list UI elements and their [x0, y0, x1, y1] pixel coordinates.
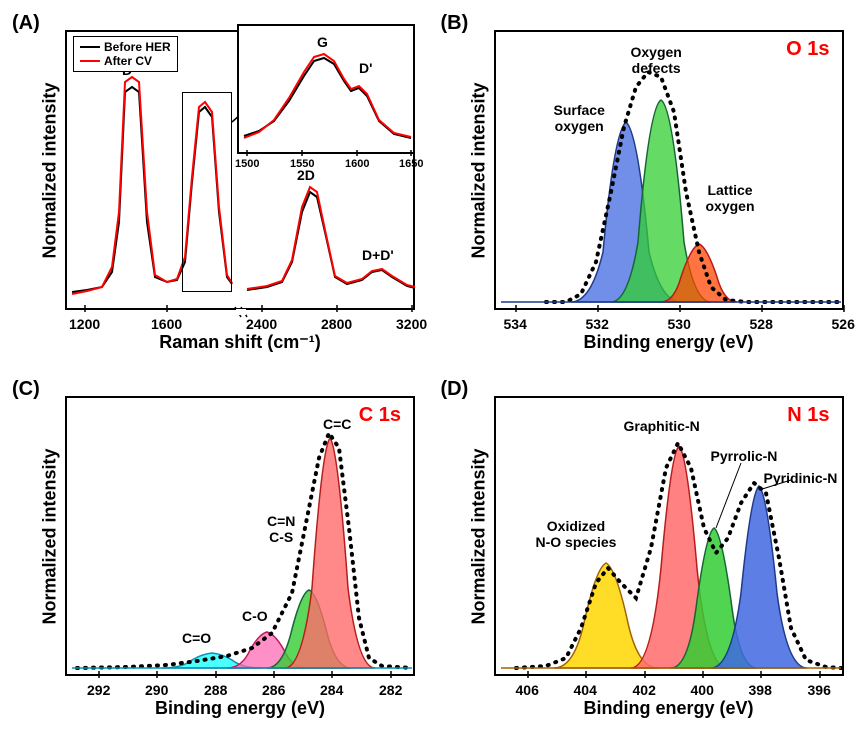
envelope-dotted	[77, 433, 412, 668]
panel-letter: (A)	[12, 12, 40, 35]
tick-label: 282	[379, 682, 402, 698]
tick-label: 2800	[321, 316, 352, 332]
tick-label: 534	[504, 316, 527, 332]
y-axis-label: Normalized intensity	[40, 437, 61, 637]
panel-title: N 1s	[787, 404, 829, 427]
c-o-single-label: C-O	[242, 608, 268, 624]
tick-label: 2400	[246, 316, 277, 332]
x-axis-label: Binding energy (eV)	[494, 332, 844, 353]
c-n-s-label: C=NC-S	[267, 513, 295, 545]
xps-c1s-svg	[67, 398, 417, 678]
panel-c: (C) Normalized intensity C 1s	[10, 376, 429, 732]
c-c-label: C=C	[323, 416, 351, 432]
tick-label: 292	[87, 682, 110, 698]
panel-d: (D) Normalized intensity N 1s	[439, 376, 858, 732]
tick-label: 402	[633, 682, 656, 698]
tick-label: 284	[320, 682, 343, 698]
tick-label: 1200	[69, 316, 100, 332]
panel-a: (A) Normalized intensity	[10, 10, 429, 366]
zoom-box	[182, 92, 232, 292]
panel-letter: (B)	[441, 12, 469, 35]
inset-tick: 1650	[399, 158, 423, 170]
oxidized-n-label: OxidizedN-O species	[536, 518, 617, 550]
peak-label-ddp: D+D'	[362, 247, 394, 263]
inset-peak-dp: D'	[359, 60, 372, 76]
tick-label: 404	[574, 682, 597, 698]
graphitic-n-label: Graphitic-N	[624, 418, 700, 434]
x-axis-label: Raman shift (cm⁻¹)	[65, 332, 415, 353]
panel-letter: (D)	[441, 378, 469, 401]
y-axis-label: Normalized intensity	[468, 71, 489, 271]
inset-tick: 1500	[235, 158, 259, 170]
inset-tick: 1600	[345, 158, 369, 170]
pyridinic-n-label: Pyridinic-N	[764, 470, 838, 486]
c-o-double-label: C=O	[182, 630, 211, 646]
plot-frame-d: N 1s Oxid	[494, 396, 844, 676]
legend-item-before: Before HER	[80, 40, 171, 54]
tick-label: 286	[262, 682, 285, 698]
y-axis-label: Normalized intensity	[468, 437, 489, 637]
tick-label: 290	[145, 682, 168, 698]
tick-label: 532	[586, 316, 609, 332]
tick-label: 396	[808, 682, 831, 698]
legend-line-icon	[80, 60, 100, 62]
legend-label: After CV	[104, 54, 152, 68]
x-axis-label: Binding energy (eV)	[65, 698, 415, 719]
panel-letter: (C)	[12, 378, 40, 401]
tick-label: 530	[668, 316, 691, 332]
tick-label: 526	[832, 316, 855, 332]
plot-frame-c: C 1s C=C	[65, 396, 415, 676]
lattice-oxygen-label: Latticeoxygen	[706, 182, 755, 214]
pyrrolic-n-label: Pyrrolic-N	[711, 448, 778, 464]
tick-label: 528	[750, 316, 773, 332]
peak-label-2d: 2D	[297, 167, 315, 183]
inset-peak-g: G	[317, 34, 328, 50]
panel-b: (B) Normalized intensity O 1s	[439, 10, 858, 366]
tick-label: 3200	[396, 316, 427, 332]
x-axis-label: Binding energy (eV)	[494, 698, 844, 719]
legend-item-after: After CV	[80, 54, 171, 68]
inset-svg	[239, 26, 417, 156]
tick-label: 288	[204, 682, 227, 698]
surface-oxygen-label: Surfaceoxygen	[554, 102, 605, 134]
panel-title: C 1s	[359, 404, 401, 427]
tick-label: 400	[691, 682, 714, 698]
y-axis-label: Normalized intensity	[40, 71, 61, 271]
panel-title: O 1s	[786, 38, 829, 61]
tick-label: 398	[749, 682, 772, 698]
inset-plot: G D' 1500 1550 1600 1650	[237, 24, 415, 154]
oxygen-defects-label: Oxygendefects	[631, 44, 682, 76]
legend-line-icon	[80, 46, 100, 48]
tick-label: 406	[516, 682, 539, 698]
plot-frame-a: D 2D D+D' G D'	[65, 30, 415, 310]
figure-grid: (A) Normalized intensity	[0, 0, 867, 742]
tick-label: 1600	[151, 316, 182, 332]
plot-frame-b: O 1s Oxygendefects Su	[494, 30, 844, 310]
legend-box: Before HER After CV	[73, 36, 178, 72]
legend-label: Before HER	[104, 40, 171, 54]
